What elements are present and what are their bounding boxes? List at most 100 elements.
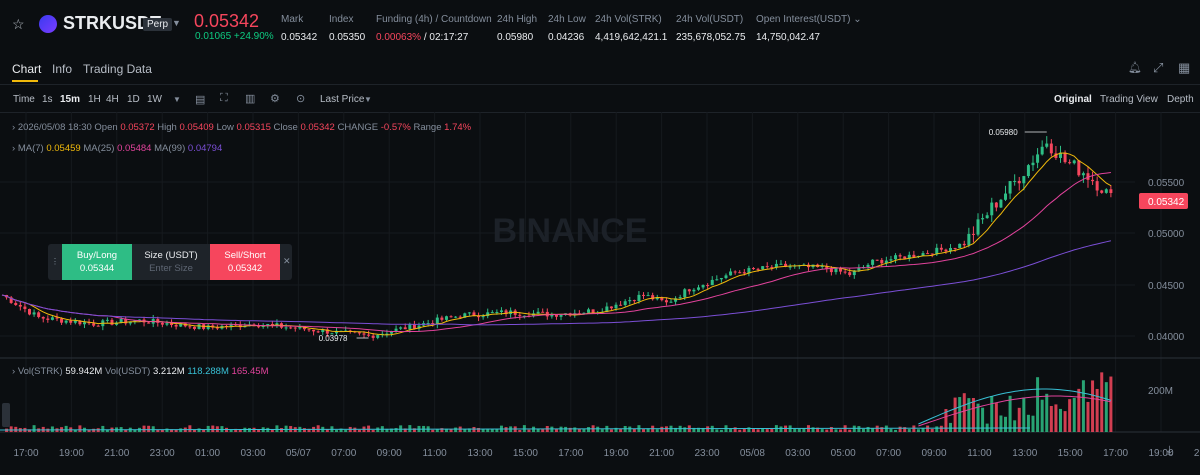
candle-body	[486, 312, 490, 317]
volume-bar	[1104, 382, 1108, 432]
volume-bar	[930, 428, 934, 432]
candle-body	[637, 294, 641, 302]
volume-bar	[802, 428, 806, 432]
volume-bar	[719, 429, 723, 432]
candle-body	[518, 314, 522, 316]
chevron-down-icon[interactable]: ⌄	[850, 14, 862, 25]
interval-1d[interactable]: 1D	[127, 94, 140, 105]
candle-body	[1058, 152, 1062, 158]
indicator-icon[interactable]: ⛶	[220, 92, 228, 104]
volume-bar	[1077, 388, 1081, 432]
high-mark-label: 0.05980	[989, 128, 1018, 137]
volume-bar	[202, 429, 206, 432]
candle-body	[124, 319, 128, 324]
sell-short-button[interactable]: Sell/Short 0.05342	[210, 244, 280, 280]
interval-15m[interactable]: 15m	[60, 94, 81, 105]
volume-bar	[440, 428, 444, 432]
target-icon[interactable]: ⊙	[296, 93, 306, 105]
tab-chart[interactable]: Chart	[12, 62, 42, 76]
candle-body	[119, 319, 123, 323]
candle-body	[463, 313, 467, 318]
chart-type-icon[interactable]: ▥	[245, 93, 256, 105]
buy-long-button[interactable]: Buy/Long 0.05344	[62, 244, 132, 280]
more-intervals-icon[interactable]: ▼	[173, 95, 181, 104]
size-input[interactable]: Size (USDT) Enter Size	[144, 250, 198, 274]
volume-bar	[1081, 380, 1085, 432]
volume-bar	[431, 429, 435, 432]
candle-body	[614, 304, 618, 309]
time-tick-label: 15:00	[513, 448, 538, 459]
candle-body	[431, 323, 435, 325]
volume-bar	[1031, 415, 1035, 432]
grid-layout-icon[interactable]: ▦	[1178, 60, 1191, 75]
candle-body	[238, 324, 242, 328]
candle-body	[935, 247, 939, 255]
volume-bar	[921, 428, 925, 432]
legend-chevron-icon[interactable]: ›	[12, 366, 16, 377]
tab-trading-data[interactable]: Trading Data	[83, 62, 152, 76]
calendar-icon[interactable]: ▤	[195, 94, 206, 106]
volume-bar	[174, 429, 178, 432]
view-trading-view[interactable]: Trading View	[1100, 94, 1158, 105]
view-original[interactable]: Original	[1054, 94, 1092, 105]
candle-body	[293, 327, 297, 329]
candle-body	[678, 297, 682, 299]
candle-body	[554, 314, 558, 317]
tab-info[interactable]: Info	[52, 62, 73, 76]
candle-body	[884, 260, 888, 264]
bell-icon[interactable]: 🔔︎	[1128, 62, 1142, 74]
interval-1s[interactable]: 1s	[42, 94, 53, 105]
collapse-icon[interactable]: ⤓	[1167, 443, 1173, 457]
interval-1h[interactable]: 1H	[88, 94, 101, 105]
candle-body	[170, 323, 174, 325]
candle-body	[651, 295, 655, 300]
candle-body	[779, 263, 783, 265]
volume-bar	[660, 426, 664, 432]
candle-body	[298, 326, 302, 329]
chevron-down-icon[interactable]: ▼	[364, 95, 372, 104]
volume-bar	[1058, 408, 1062, 432]
favorite-star-icon[interactable]: ☆	[12, 16, 25, 32]
symbol-name[interactable]: STRKUSDT	[63, 13, 161, 33]
volume-bar	[234, 428, 238, 432]
volume-bar	[907, 429, 911, 432]
legend-chevron-icon[interactable]: ›	[12, 143, 16, 154]
candle-body	[444, 316, 448, 320]
candle-body	[472, 312, 476, 316]
price-source-select[interactable]: Last Price	[320, 94, 365, 105]
volume-bar	[527, 429, 531, 432]
interval-1w[interactable]: 1W	[147, 94, 162, 105]
volume-bar	[481, 429, 485, 432]
candle-body	[696, 287, 700, 290]
expand-icon[interactable]: ⤢	[1153, 60, 1164, 75]
legend-chevron-icon[interactable]: ›	[12, 122, 16, 133]
candle-body	[394, 328, 398, 332]
view-depth[interactable]: Depth	[1167, 94, 1194, 105]
candle-body	[389, 331, 393, 334]
interval-time[interactable]: Time	[13, 94, 35, 105]
volume-bar	[50, 426, 54, 432]
time-tick-label: 17:00	[13, 448, 38, 459]
time-tick-label: 23:00	[694, 448, 719, 459]
volume-bar	[632, 428, 636, 432]
candle-body	[843, 271, 847, 273]
chevron-down-icon[interactable]: ▼	[172, 18, 181, 28]
candle-body	[316, 331, 320, 333]
drag-handle-icon[interactable]: ⋮	[51, 257, 59, 266]
volume-bar	[490, 429, 494, 432]
volume-bar	[793, 428, 797, 432]
candle-body	[761, 266, 765, 270]
volume-bar	[206, 425, 210, 432]
candle-body	[1072, 160, 1076, 164]
scroll-handle[interactable]	[2, 403, 10, 427]
volume-bar	[770, 428, 774, 432]
settings-icon[interactable]: ⚙	[270, 93, 280, 105]
candlestick-chart[interactable]: BINANCE 0.055000.050000.045000.040000.05…	[0, 112, 1200, 475]
volume-bar	[1086, 401, 1090, 432]
interval-4h[interactable]: 4H	[106, 94, 119, 105]
current-price-tag	[1139, 193, 1188, 209]
close-icon[interactable]: ✕	[283, 256, 291, 266]
candle-body	[399, 327, 403, 329]
candle-body	[756, 268, 760, 270]
volume-bar	[587, 427, 591, 432]
